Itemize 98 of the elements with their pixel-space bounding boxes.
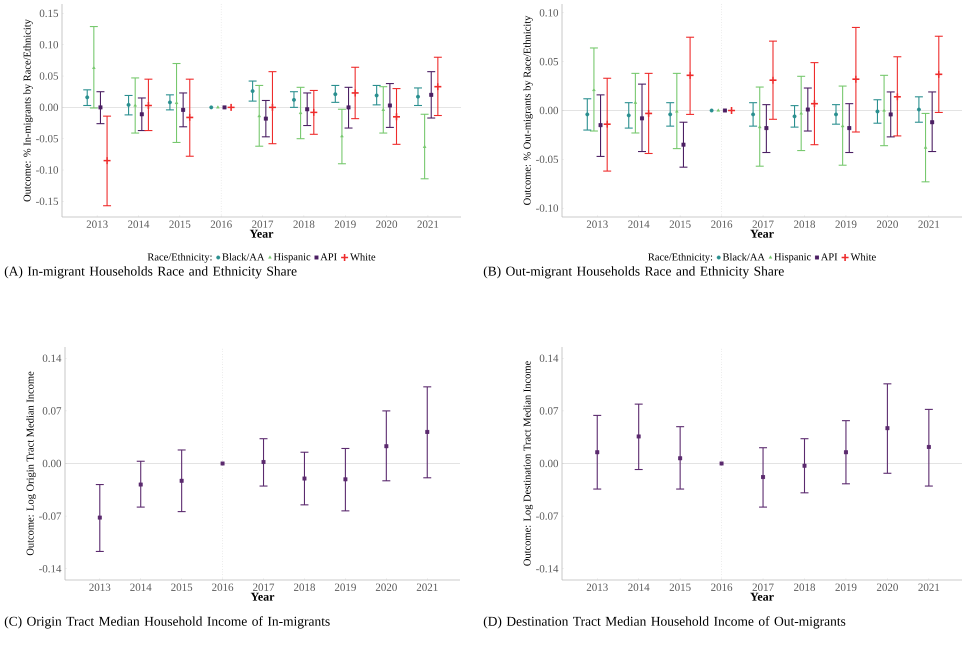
x-tick-label: 2019 <box>835 220 856 228</box>
y-tick-label: 0.05 <box>40 72 58 80</box>
x-tick-label: 2014 <box>628 584 650 591</box>
point <box>425 430 430 434</box>
x-tick-label: 2020 <box>876 584 898 591</box>
x-tick-label: 2018 <box>293 220 314 228</box>
point <box>98 516 102 520</box>
point <box>636 434 641 438</box>
y-tick-label: -0.07 <box>39 512 62 520</box>
x-tick-label: 2013 <box>86 220 108 228</box>
legend-label: Black/AA <box>222 253 264 261</box>
legend-label: White <box>350 253 376 261</box>
y-tick-label: -0.14 <box>536 565 558 572</box>
x-tick-label: 2015 <box>171 584 192 591</box>
point <box>844 450 848 454</box>
x-tick-label: 2016 <box>212 584 234 591</box>
legend-title: Race/Ethnicity: <box>148 253 212 263</box>
x-tick-label: 2015 <box>670 584 691 591</box>
y-tick-label: 0.00 <box>42 460 62 468</box>
legend-label: Hispanic <box>274 253 310 262</box>
x-tick-label: 2021 <box>416 584 438 591</box>
x-tick-label: 2017 <box>752 220 774 228</box>
y-tick-label: 0.10 <box>540 9 558 17</box>
x-tick-label: 2019 <box>835 584 856 591</box>
x-tick-label: 2017 <box>752 584 774 591</box>
y-tick-label: -0.10 <box>36 166 58 174</box>
point <box>220 462 225 466</box>
x-tick-label: 2014 <box>128 220 150 228</box>
x-tick-label: 2021 <box>918 220 940 228</box>
x-tick-label: 2020 <box>376 220 398 228</box>
point <box>302 476 306 481</box>
x-tick-label: 2016 <box>711 220 732 228</box>
y-tick-label: 0.00 <box>40 104 58 112</box>
text: (B) Out-migrant Households Race and Ethnicity Share <box>484 266 784 278</box>
point <box>384 444 388 448</box>
y-tick-label: 0.07 <box>540 407 558 415</box>
x-tick-label: 2017 <box>252 220 274 228</box>
y-tick-label: 0.15 <box>40 10 58 18</box>
y-tick-label: 0.14 <box>540 354 558 362</box>
legend-label: API <box>820 253 838 260</box>
x-tick-label: 2021 <box>918 584 940 591</box>
x-tick-label: 2016 <box>711 584 732 591</box>
point <box>761 475 766 480</box>
point <box>885 426 890 430</box>
x-tick-label: 2019 <box>334 220 356 228</box>
x-tick-label: 2019 <box>334 584 356 591</box>
y-tick-label: 0.14 <box>42 354 62 362</box>
x-tick-label: 2017 <box>253 584 274 591</box>
y-axis-title: Outcome: Log Destination Tract Median Income <box>523 361 533 566</box>
x-tick-label: 2018 <box>794 220 816 228</box>
legend-label: White <box>850 253 876 261</box>
y-tick-label: -0.05 <box>36 134 58 142</box>
text: (A) In-migrant Households Race and Ethnicity Share <box>4 266 297 278</box>
point <box>595 450 600 454</box>
y-tick-label: -0.10 <box>536 204 558 212</box>
x-tick-label: 2015 <box>670 220 691 228</box>
text: (D) Destination Tract Median Household Income of Out-migrants <box>484 616 846 629</box>
y-axis-title: Outcome: % In-migrants by Race/Ethnicity <box>23 19 33 202</box>
y-tick-label: 0.10 <box>40 41 58 48</box>
point <box>926 444 931 449</box>
point <box>180 478 184 483</box>
y-tick-label: -0.07 <box>536 512 558 520</box>
point <box>678 456 682 460</box>
y-tick-label: 0.07 <box>42 407 62 415</box>
x-tick-label: 2020 <box>376 584 397 591</box>
y-axis-title: Outcome: Log Origin Tract Median Income <box>26 372 36 556</box>
legend-label: Hispanic <box>774 253 811 262</box>
x-axis-title: Year <box>250 592 274 601</box>
x-tick-label: 2021 <box>417 220 438 228</box>
x-axis-title: Year <box>750 230 774 238</box>
point <box>720 462 724 466</box>
x-tick-label: 2018 <box>794 584 816 591</box>
x-tick-label: 2018 <box>294 584 315 591</box>
legend-label: Black/AA <box>722 253 765 261</box>
legend-title: Race/Ethnicity: <box>648 253 712 263</box>
x-tick-label: 2013 <box>89 584 110 591</box>
y-tick-label: 0.00 <box>540 460 558 468</box>
x-tick-label: 2015 <box>169 220 190 228</box>
y-tick-label: -0.05 <box>536 156 558 164</box>
point <box>802 464 806 468</box>
point <box>343 477 348 482</box>
y-tick-label: 0.05 <box>540 58 558 66</box>
y-tick-label: -0.14 <box>39 565 62 572</box>
x-tick-label: 2016 <box>210 220 232 228</box>
point <box>138 482 143 487</box>
y-axis-title: Outcome: % Out-migrants by Race/Ethnicity <box>523 16 533 205</box>
x-axis-title: Year <box>250 230 274 238</box>
x-tick-label: 2014 <box>628 220 650 228</box>
point <box>262 460 266 464</box>
y-tick-label: -0.15 <box>36 198 58 206</box>
x-tick-label: 2013 <box>586 220 608 228</box>
x-tick-label: 2020 <box>876 220 898 228</box>
text: (C) Origin Tract Median Household Income of In-migrants <box>4 616 330 629</box>
y-tick-label: 0.00 <box>540 106 558 114</box>
x-axis-title: Year <box>750 592 774 601</box>
x-tick-label: 2014 <box>130 584 152 591</box>
x-tick-label: 2013 <box>586 584 608 591</box>
legend-label: API <box>320 253 337 260</box>
